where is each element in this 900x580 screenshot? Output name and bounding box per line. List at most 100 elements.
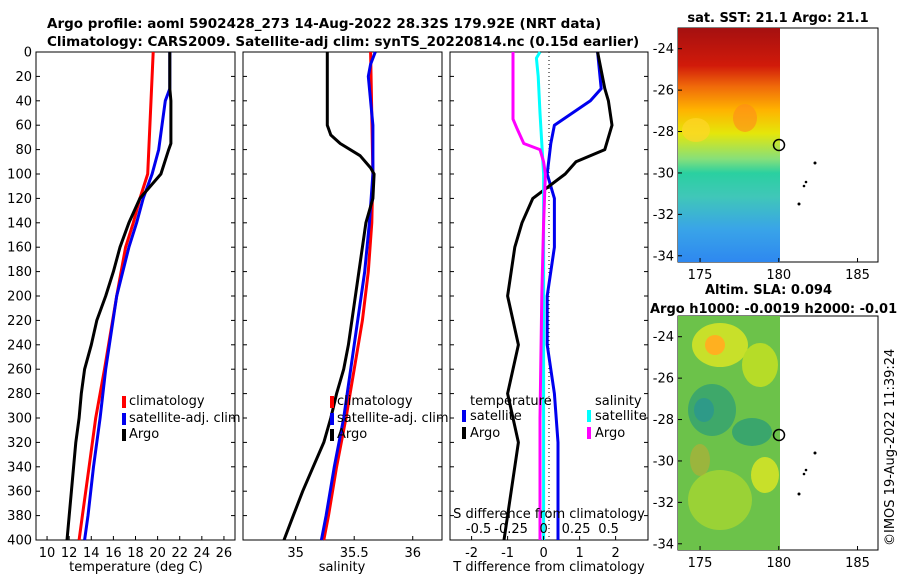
s-tick-label: 0.5 bbox=[598, 522, 619, 537]
s-tick-label: 0.25 bbox=[562, 522, 591, 537]
sst-map: sat. SST: 21.1 Argo: 21.1 175 180 185 -24 -… bbox=[653, 11, 879, 283]
x-tick-label: -1 bbox=[501, 546, 514, 561]
y-tick-label: 0 bbox=[24, 46, 32, 61]
legend-sal-argo: Argo bbox=[595, 426, 625, 441]
y-tick-label: 220 bbox=[7, 314, 32, 329]
timestamp-footer: ©IMOS 19-Aug-2022 11:39:24 bbox=[883, 349, 898, 546]
y-tick-label: 140 bbox=[7, 216, 32, 231]
series-line-temperature-satellite bbox=[545, 51, 603, 540]
legend-climatology: climatology bbox=[129, 394, 205, 409]
y-tick-label: 160 bbox=[7, 241, 32, 256]
legend-climatology: climatology bbox=[337, 394, 413, 409]
y-tick-label: 340 bbox=[7, 460, 32, 475]
series-line-temperature-argo bbox=[502, 51, 614, 541]
y-tick-label: 60 bbox=[15, 119, 32, 134]
map-x-tick-label: 185 bbox=[845, 556, 870, 571]
series-line-salinity-satellite bbox=[534, 51, 546, 540]
x-tick-label: 10 bbox=[39, 546, 56, 561]
sst-patch bbox=[733, 104, 757, 132]
map-y-tick-label: -34 bbox=[653, 537, 674, 552]
x-tick-label: 20 bbox=[149, 546, 166, 561]
x-tick-label: 14 bbox=[83, 546, 100, 561]
sst-map-title: sat. SST: 21.1 Argo: 21.1 bbox=[687, 11, 868, 26]
y-tick-label: 360 bbox=[7, 485, 32, 500]
series-line-argo bbox=[65, 52, 173, 541]
sst-patch bbox=[682, 118, 710, 142]
header-line-2: Climatology: CARS2009. Satellite-adj cli… bbox=[47, 34, 639, 50]
legend-argo: Argo bbox=[337, 427, 367, 442]
map-x-tick-label: 185 bbox=[845, 268, 870, 283]
x-tick-label: -2 bbox=[465, 546, 478, 561]
map-y-tick-label: -34 bbox=[653, 249, 674, 264]
legend-satellite-adj: satellite-adj. clim bbox=[129, 411, 241, 426]
s-difference-label: S difference from climatology bbox=[453, 507, 645, 522]
sla-map-title-1: Altim. SLA: 0.094 bbox=[705, 283, 832, 298]
y-tick-label: 200 bbox=[7, 290, 32, 305]
x-tick-label: 36 bbox=[404, 546, 421, 561]
series-line-satellite-adj-clim bbox=[319, 51, 377, 541]
map-x-tick-label: 175 bbox=[688, 268, 713, 283]
map-y-tick-label: -32 bbox=[653, 496, 674, 511]
salinity-panel: 35 35.5 36 salinity climatology satellite-… bbox=[242, 51, 449, 575]
map-x-tick-label: 180 bbox=[766, 268, 791, 283]
y-tick-label: 300 bbox=[7, 412, 32, 427]
legend-title-temperature: temperature bbox=[470, 394, 552, 409]
legend-title-salinity: salinity bbox=[595, 394, 642, 409]
y-tick-label: 40 bbox=[15, 94, 32, 109]
y-tick-label: 100 bbox=[7, 168, 32, 183]
y-tick-label: 240 bbox=[7, 338, 32, 353]
salinity-legend: climatology satellite-adj. clim Argo bbox=[330, 394, 449, 442]
salinity-axes bbox=[242, 51, 443, 541]
y-tick-label: 260 bbox=[7, 363, 32, 378]
x-tick-label: 24 bbox=[194, 546, 211, 561]
difference-xlabel: T difference from climatology bbox=[452, 560, 645, 575]
sla-map: Altim. SLA: 0.094 Argo h1000: -0.0019 h2… bbox=[650, 283, 897, 571]
x-tick-label: 16 bbox=[105, 546, 122, 561]
x-tick-label: 26 bbox=[216, 546, 233, 561]
argo-location-marker bbox=[772, 428, 786, 442]
map-y-tick-label: -30 bbox=[653, 166, 674, 181]
sla-patches bbox=[688, 323, 779, 530]
sla-map-title-2: Argo h1000: -0.0019 h2000: -0.01 bbox=[650, 302, 897, 317]
map-y-tick-label: -32 bbox=[653, 208, 674, 223]
sst-field bbox=[678, 28, 780, 262]
x-tick-label: 18 bbox=[127, 546, 144, 561]
island-dots bbox=[797, 451, 817, 496]
map-y-tick-label: -26 bbox=[653, 372, 674, 387]
y-tick-label: 180 bbox=[7, 265, 32, 280]
x-tick-label: 35 bbox=[287, 546, 304, 561]
y-tick-label: 80 bbox=[15, 143, 32, 158]
x-tick-label: 22 bbox=[171, 546, 188, 561]
header-line-1: Argo profile: aoml 5902428_273 14-Aug-20… bbox=[47, 16, 601, 32]
difference-legend: temperature salinity satellite Argo sate… bbox=[462, 394, 647, 441]
series-line-argo bbox=[282, 52, 376, 541]
argo-location-marker bbox=[772, 138, 786, 152]
map-y-tick-label: -26 bbox=[653, 84, 674, 99]
map-x-tick-label: 180 bbox=[766, 556, 791, 571]
temperature-legend: climatology satellite-adj. clim Argo bbox=[122, 394, 241, 442]
map-y-tick-label: -24 bbox=[653, 42, 674, 57]
s-tick-label: -0.5 bbox=[466, 522, 491, 537]
series-line-satellite-adj-clim bbox=[83, 52, 172, 541]
x-tick-label: 0 bbox=[539, 546, 547, 561]
map-y-tick-label: -28 bbox=[653, 413, 674, 428]
legend-sal-satellite: satellite bbox=[595, 409, 647, 424]
temperature-xlabel: temperature (deg C) bbox=[69, 560, 203, 575]
y-tick-label: 400 bbox=[7, 534, 32, 549]
y-tick-label: 380 bbox=[7, 509, 32, 524]
series-line-climatology bbox=[77, 51, 155, 541]
x-tick-label: 2 bbox=[611, 546, 619, 561]
x-tick-label: 1 bbox=[575, 546, 583, 561]
x-tick-label: 35.5 bbox=[340, 546, 369, 561]
s-tick-label: 0 bbox=[539, 522, 547, 537]
x-tick-label: 12 bbox=[61, 546, 78, 561]
legend-argo: Argo bbox=[129, 427, 159, 442]
legend-temp-argo: Argo bbox=[470, 426, 500, 441]
map-y-tick-label: -28 bbox=[653, 125, 674, 140]
legend-temp-satellite: satellite bbox=[470, 409, 522, 424]
y-tick-label: 280 bbox=[7, 387, 32, 402]
temperature-panel: 10 12 14 16 18 20 22 24 26 0 20 40 60 80 100 120 140 160… bbox=[7, 46, 240, 576]
map-x-tick-label: 175 bbox=[688, 556, 713, 571]
y-tick-label: 120 bbox=[7, 192, 32, 207]
